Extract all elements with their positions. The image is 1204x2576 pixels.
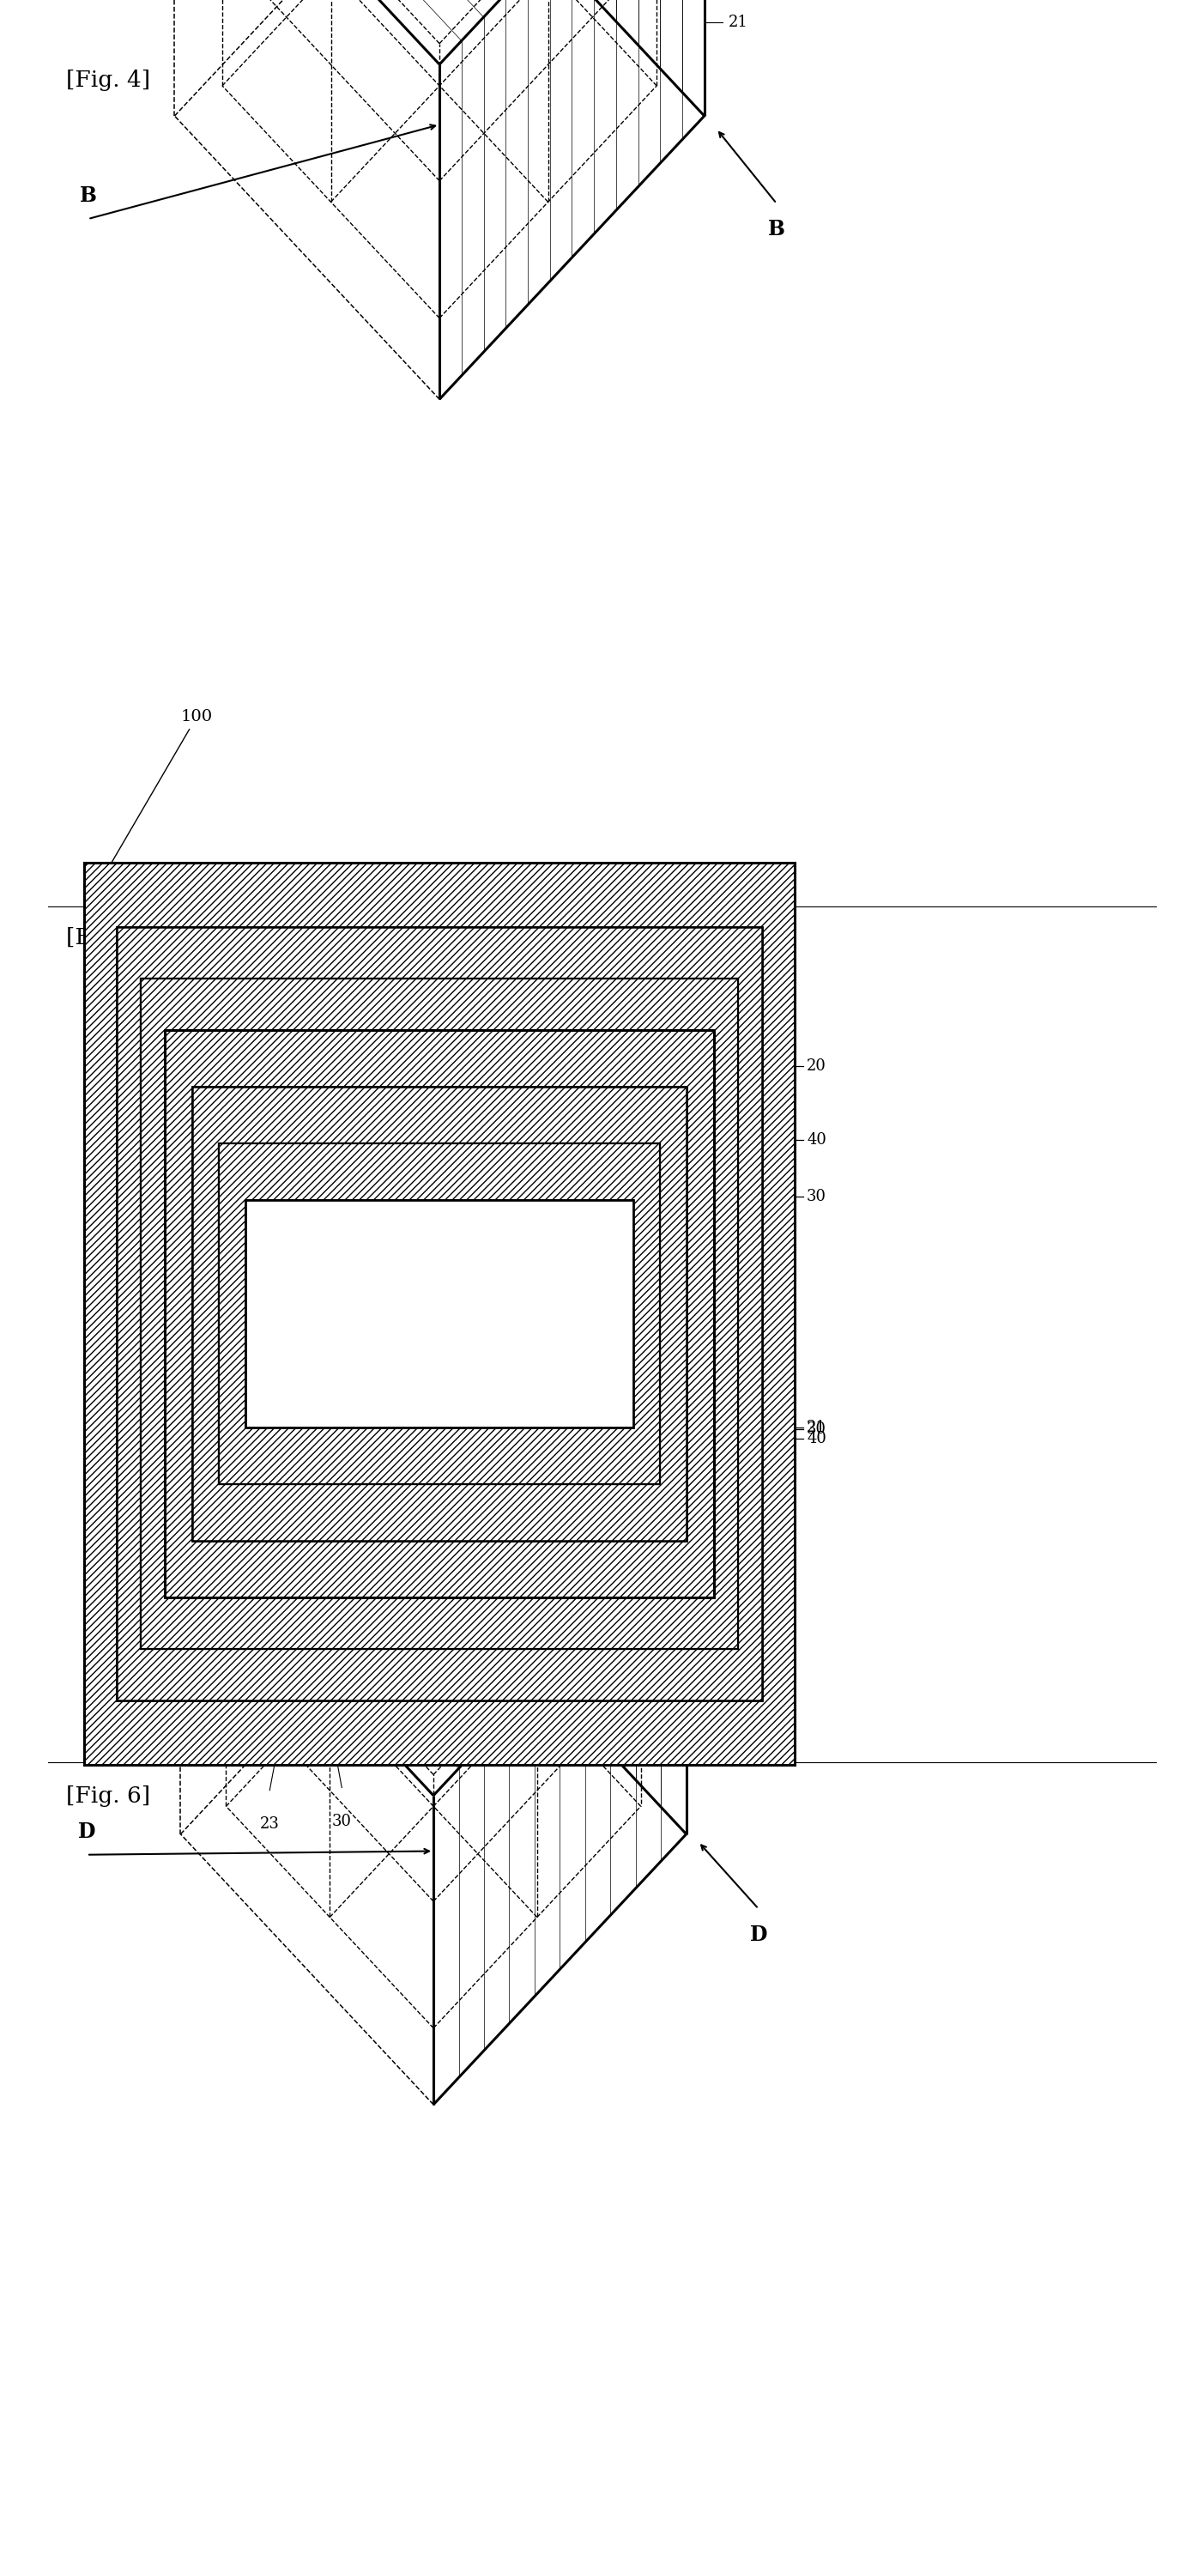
Bar <box>219 1144 660 1484</box>
Text: D: D <box>78 1821 95 1842</box>
Bar <box>117 927 762 1700</box>
Text: 30: 30 <box>807 1422 826 1437</box>
Bar <box>165 1030 714 1597</box>
Bar <box>193 1087 686 1540</box>
Bar <box>141 979 738 1649</box>
Text: 30: 30 <box>332 1814 352 1829</box>
Bar <box>193 1087 686 1540</box>
Text: [Fig. 4]: [Fig. 4] <box>66 70 150 90</box>
Text: 100: 100 <box>98 708 212 886</box>
Text: [Fig. 5]: [Fig. 5] <box>66 927 150 948</box>
Text: 40: 40 <box>807 1430 826 1445</box>
Text: B: B <box>768 219 785 240</box>
Bar <box>219 1144 660 1484</box>
Text: [Fig. 6]: [Fig. 6] <box>66 1785 150 1806</box>
Bar <box>141 979 738 1649</box>
Text: B: B <box>79 185 96 206</box>
Bar <box>117 927 762 1700</box>
Bar <box>193 1087 686 1540</box>
Bar <box>165 1030 714 1597</box>
Bar <box>165 1030 714 1597</box>
Bar <box>117 927 762 1700</box>
Text: 21: 21 <box>728 15 748 31</box>
Text: D: D <box>750 1924 767 1945</box>
Text: 22: 22 <box>684 1633 703 1649</box>
Text: 21: 21 <box>807 1419 826 1435</box>
Bar <box>84 863 795 1765</box>
Bar <box>246 1200 633 1427</box>
Text: 30: 30 <box>807 1190 826 1203</box>
Bar <box>141 979 738 1649</box>
Bar <box>84 863 795 1765</box>
Text: 40: 40 <box>807 1133 826 1146</box>
Text: 20: 20 <box>807 1059 826 1074</box>
Bar <box>219 1144 660 1484</box>
Text: 23: 23 <box>260 1816 279 1832</box>
Bar <box>246 1200 633 1427</box>
